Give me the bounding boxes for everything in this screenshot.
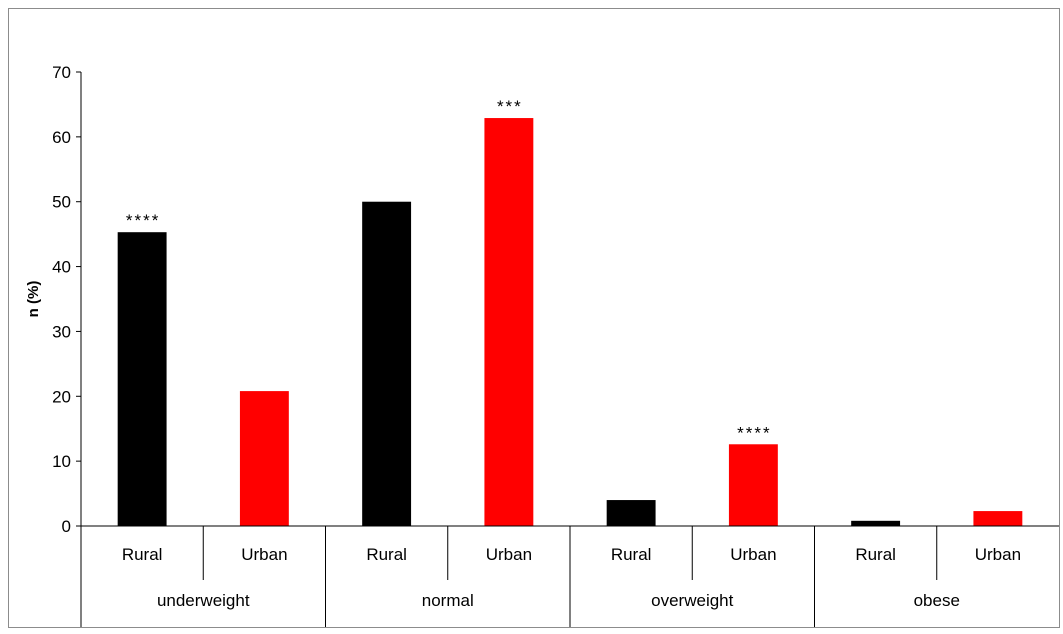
x-category-label: Urban	[730, 545, 776, 564]
y-axis-label: n (%)	[25, 281, 42, 318]
bar-obese-rural	[851, 520, 901, 526]
x-category-label: Rural	[611, 545, 652, 564]
y-tick-label: 20	[52, 387, 71, 406]
y-tick-label: 40	[52, 258, 71, 277]
bar-underweight-rural	[117, 232, 167, 526]
x-category-label: Rural	[122, 545, 163, 564]
bar-overweight-rural	[606, 500, 656, 526]
x-category-label: Rural	[366, 545, 407, 564]
bar-underweight-urban	[239, 391, 289, 526]
bar-normal-rural	[362, 201, 412, 526]
y-tick-label: 60	[52, 128, 71, 147]
x-group-label: normal	[422, 591, 474, 610]
bars: ***********	[117, 97, 1023, 526]
x-category-label: Urban	[975, 545, 1021, 564]
y-axis: 0 10 20 30 40 50 60 70	[52, 63, 82, 536]
bar-normal-urban	[484, 118, 534, 526]
y-tick-label: 50	[52, 193, 71, 212]
y-tick-label: 0	[62, 517, 71, 536]
x-category-label: Urban	[486, 545, 532, 564]
x-category-label: Urban	[241, 545, 287, 564]
x-group-label: obese	[914, 591, 960, 610]
significance-annotation: ***	[497, 97, 523, 116]
significance-annotation: ****	[126, 211, 160, 230]
chart-frame: 0 10 20 30 40 50 60 70 **** *** **** Rural Urban un…	[8, 8, 1060, 628]
y-tick-label: 70	[52, 63, 71, 82]
x-category-label: Rural	[855, 545, 896, 564]
y-tick-label: 10	[52, 452, 71, 471]
x-group-label: underweight	[157, 591, 250, 610]
bar-overweight-urban	[728, 444, 778, 526]
x-group-label: overweight	[651, 591, 733, 610]
bar-obese-urban	[973, 511, 1023, 526]
x-axis: Rural Urban underweight Rural Urban normal Rur…	[80, 525, 1059, 627]
y-tick-label: 30	[52, 322, 71, 341]
significance-annotation: ****	[737, 423, 771, 442]
